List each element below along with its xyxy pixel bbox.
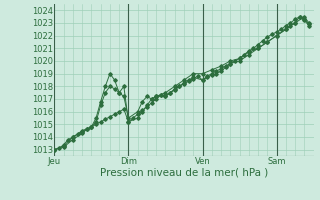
X-axis label: Pression niveau de la mer( hPa ): Pression niveau de la mer( hPa ) (100, 168, 268, 178)
